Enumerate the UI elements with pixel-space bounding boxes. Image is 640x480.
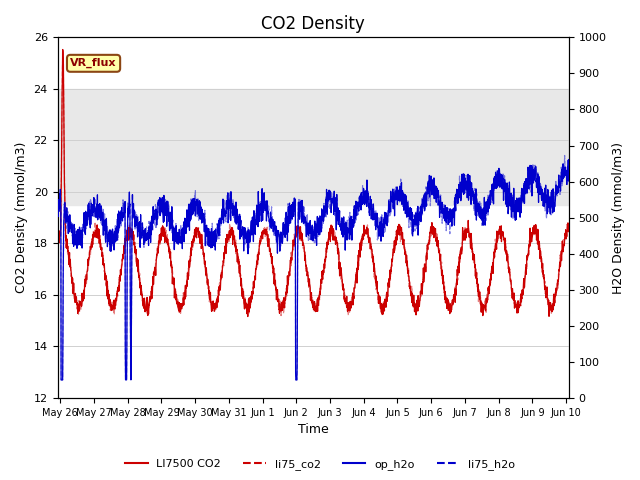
Legend: LI7500 CO2, li75_co2, op_h2o, li75_h2o: LI7500 CO2, li75_co2, op_h2o, li75_h2o bbox=[121, 455, 519, 474]
li75_co2 bbox=[80, 288, 88, 294]
li75_co2 bbox=[550, 296, 558, 301]
LI7500 CO2 bbox=[80, 296, 88, 302]
Y-axis label: H2O Density (mmol/m3): H2O Density (mmol/m3) bbox=[612, 142, 625, 294]
X-axis label: Time: Time bbox=[298, 423, 328, 436]
op_h2o bbox=[550, 199, 557, 205]
LI7500 CO2 bbox=[244, 313, 252, 319]
op_h2o bbox=[303, 234, 310, 240]
li75_co2 bbox=[59, 47, 67, 53]
li75_co2 bbox=[303, 265, 310, 271]
Text: VR_flux: VR_flux bbox=[70, 58, 117, 69]
li75_h2o bbox=[550, 191, 558, 197]
li75_h2o bbox=[289, 202, 296, 207]
Bar bbox=[58, 89, 569, 205]
Y-axis label: CO2 Density (mmol/m3): CO2 Density (mmol/m3) bbox=[15, 142, 28, 293]
Line: LI7500 CO2: LI7500 CO2 bbox=[58, 49, 569, 316]
LI7500 CO2 bbox=[59, 47, 67, 52]
op_h2o bbox=[456, 179, 464, 185]
LI7500 CO2 bbox=[457, 250, 465, 256]
li75_h2o bbox=[561, 153, 568, 158]
op_h2o bbox=[289, 203, 296, 209]
li75_co2 bbox=[565, 224, 573, 230]
li75_co2 bbox=[54, 242, 61, 248]
LI7500 CO2 bbox=[289, 237, 297, 243]
li75_h2o bbox=[456, 196, 464, 202]
op_h2o bbox=[550, 208, 558, 214]
op_h2o bbox=[57, 377, 65, 383]
li75_h2o bbox=[80, 226, 88, 232]
li75_h2o bbox=[550, 195, 557, 201]
LI7500 CO2 bbox=[550, 296, 558, 302]
Line: op_h2o: op_h2o bbox=[58, 159, 569, 380]
li75_co2 bbox=[277, 313, 285, 319]
LI7500 CO2 bbox=[565, 229, 573, 235]
Title: CO2 Density: CO2 Density bbox=[261, 15, 365, 33]
li75_h2o bbox=[57, 377, 65, 383]
Line: li75_h2o: li75_h2o bbox=[58, 156, 569, 380]
li75_co2 bbox=[550, 297, 558, 303]
op_h2o bbox=[565, 156, 573, 162]
li75_h2o bbox=[303, 223, 310, 229]
li75_h2o bbox=[54, 210, 61, 216]
li75_co2 bbox=[457, 245, 465, 251]
LI7500 CO2 bbox=[550, 303, 558, 309]
Line: li75_co2: li75_co2 bbox=[58, 50, 569, 316]
op_h2o bbox=[80, 215, 88, 221]
op_h2o bbox=[54, 202, 61, 208]
li75_h2o bbox=[565, 165, 573, 170]
LI7500 CO2 bbox=[54, 235, 61, 240]
LI7500 CO2 bbox=[303, 264, 310, 270]
li75_co2 bbox=[289, 247, 297, 252]
